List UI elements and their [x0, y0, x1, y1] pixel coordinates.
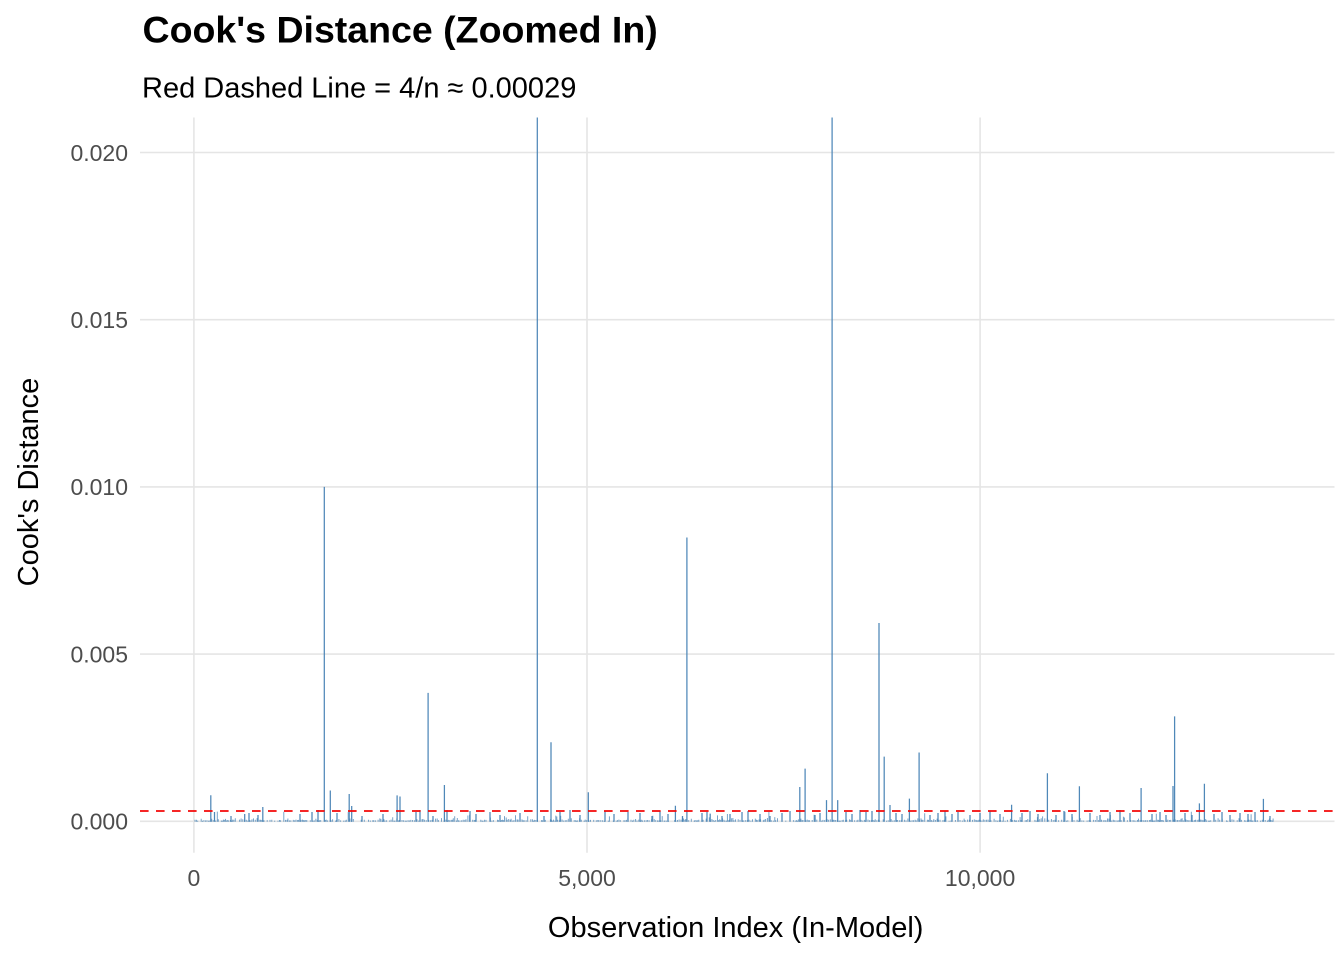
- svg-text:0.020: 0.020: [70, 140, 128, 166]
- svg-text:Red Dashed Line = 4/n ≈ 0.0002: Red Dashed Line = 4/n ≈ 0.00029: [142, 73, 576, 105]
- svg-text:Observation Index (In-Model): Observation Index (In-Model): [548, 912, 924, 944]
- svg-text:Cook's Distance: Cook's Distance: [13, 378, 45, 587]
- svg-text:0.005: 0.005: [70, 641, 128, 667]
- svg-text:0.015: 0.015: [70, 307, 128, 333]
- svg-text:5,000: 5,000: [558, 865, 616, 891]
- svg-text:0: 0: [188, 865, 201, 891]
- svg-text:0.000: 0.000: [70, 809, 128, 835]
- svg-text:0.010: 0.010: [70, 474, 128, 500]
- svg-text:10,000: 10,000: [945, 865, 1015, 891]
- svg-text:Cook's Distance (Zoomed In): Cook's Distance (Zoomed In): [143, 9, 658, 51]
